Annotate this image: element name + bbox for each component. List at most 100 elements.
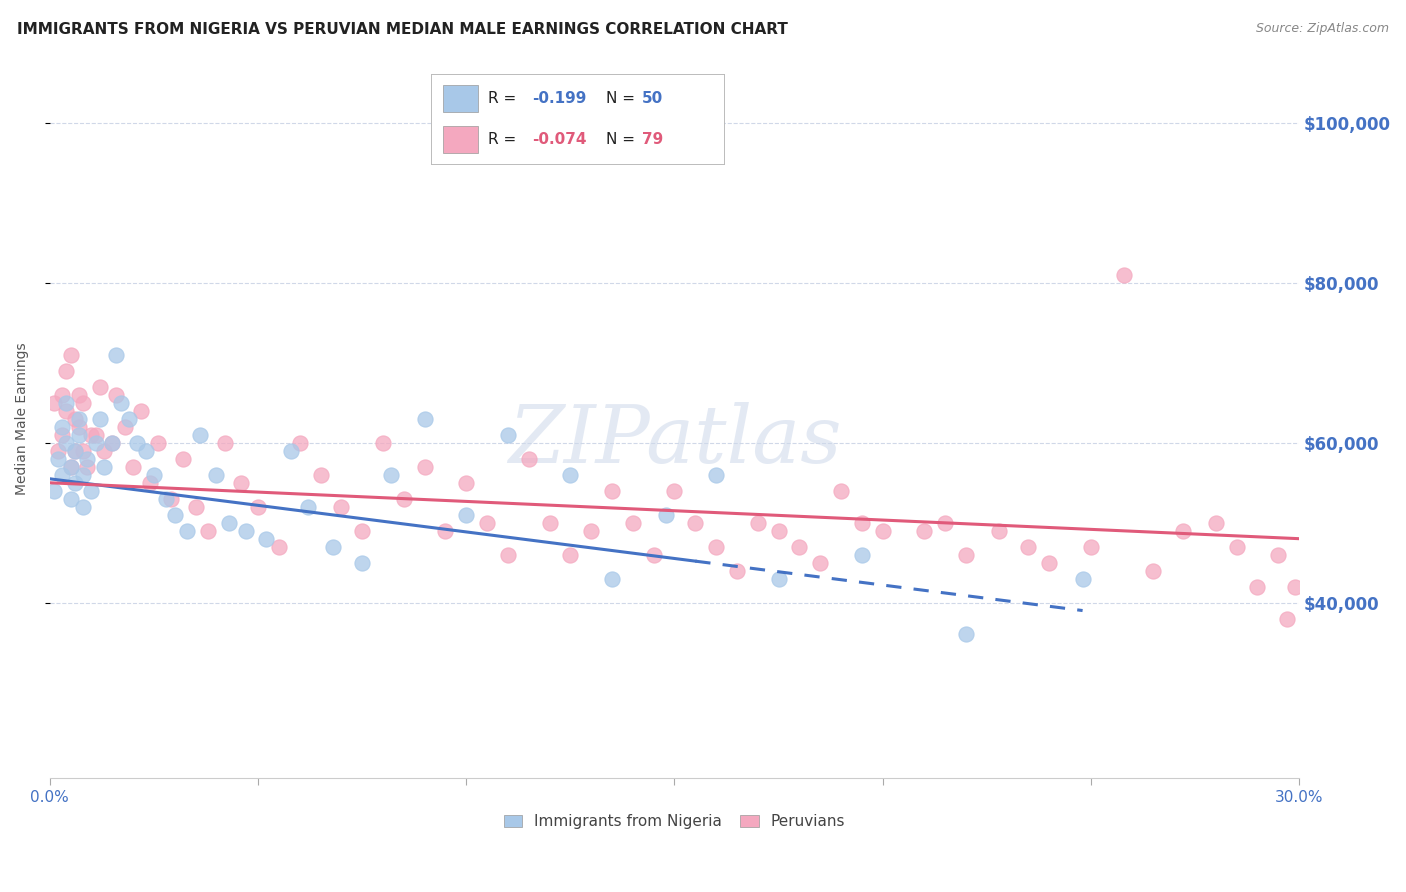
Point — [560, 467, 582, 482]
Point — [67, 420, 90, 434]
Point — [830, 483, 852, 498]
Point — [413, 459, 436, 474]
Point — [127, 435, 149, 450]
Point — [101, 435, 124, 450]
Point — [42, 483, 65, 498]
Point — [621, 516, 644, 530]
Point — [851, 548, 873, 562]
Point — [67, 428, 90, 442]
Point — [51, 388, 73, 402]
Point — [89, 380, 111, 394]
Point — [496, 548, 519, 562]
Point — [912, 524, 935, 538]
Point — [1080, 540, 1102, 554]
Point — [768, 524, 790, 538]
Point — [55, 364, 77, 378]
Point — [105, 388, 128, 402]
Point — [63, 475, 86, 490]
Point — [1017, 540, 1039, 554]
Text: IMMIGRANTS FROM NIGERIA VS PERUVIAN MEDIAN MALE EARNINGS CORRELATION CHART: IMMIGRANTS FROM NIGERIA VS PERUVIAN MEDI… — [17, 22, 787, 37]
Point — [114, 420, 136, 434]
Point — [352, 556, 374, 570]
Point — [267, 540, 290, 554]
Point — [59, 459, 82, 474]
Point — [76, 451, 98, 466]
Point — [538, 516, 561, 530]
Point — [235, 524, 257, 538]
Point — [1171, 524, 1194, 538]
Point — [67, 388, 90, 402]
Point — [155, 491, 177, 506]
Point — [560, 548, 582, 562]
Point — [664, 483, 686, 498]
Point — [955, 548, 977, 562]
Point — [579, 524, 602, 538]
Point — [172, 451, 194, 466]
Point — [254, 532, 277, 546]
Point — [93, 443, 115, 458]
Point — [72, 467, 94, 482]
Point — [643, 548, 665, 562]
Point — [1142, 564, 1164, 578]
Point — [55, 404, 77, 418]
Point — [330, 500, 353, 514]
Point — [55, 435, 77, 450]
Point — [1205, 516, 1227, 530]
Point — [76, 459, 98, 474]
Point — [725, 564, 748, 578]
Point — [122, 459, 145, 474]
Point — [84, 435, 107, 450]
Y-axis label: Median Male Earnings: Median Male Earnings — [15, 343, 30, 495]
Point — [46, 451, 69, 466]
Point — [309, 467, 332, 482]
Point — [67, 412, 90, 426]
Point — [392, 491, 415, 506]
Point — [1246, 580, 1268, 594]
Point — [42, 396, 65, 410]
Point — [139, 475, 162, 490]
Point — [517, 451, 540, 466]
Point — [214, 435, 236, 450]
Point — [280, 443, 302, 458]
Point — [63, 443, 86, 458]
Point — [63, 443, 86, 458]
Point — [59, 491, 82, 506]
Point — [63, 412, 86, 426]
Point — [768, 572, 790, 586]
Point — [297, 500, 319, 514]
Text: Source: ZipAtlas.com: Source: ZipAtlas.com — [1256, 22, 1389, 36]
Point — [142, 467, 165, 482]
Point — [146, 435, 169, 450]
Point — [600, 483, 623, 498]
Point — [118, 412, 141, 426]
Point — [1071, 572, 1094, 586]
Point — [135, 443, 157, 458]
Text: ZIPatlas: ZIPatlas — [508, 401, 841, 479]
Point — [80, 428, 103, 442]
Point — [110, 396, 132, 410]
Point — [197, 524, 219, 538]
Point — [1226, 540, 1249, 554]
Point — [704, 467, 727, 482]
Point — [456, 508, 478, 522]
Point — [131, 404, 153, 418]
Point — [434, 524, 457, 538]
Point — [1038, 556, 1060, 570]
Point — [46, 443, 69, 458]
Point — [413, 412, 436, 426]
Point — [1114, 268, 1136, 283]
Point — [89, 412, 111, 426]
Point — [1275, 611, 1298, 625]
Point — [1267, 548, 1289, 562]
Point — [101, 435, 124, 450]
Point — [288, 435, 311, 450]
Point — [808, 556, 831, 570]
Point — [80, 483, 103, 498]
Point — [371, 435, 394, 450]
Point — [1284, 580, 1306, 594]
Point — [176, 524, 198, 538]
Point — [93, 459, 115, 474]
Point — [72, 396, 94, 410]
Point — [55, 396, 77, 410]
Point — [247, 500, 270, 514]
